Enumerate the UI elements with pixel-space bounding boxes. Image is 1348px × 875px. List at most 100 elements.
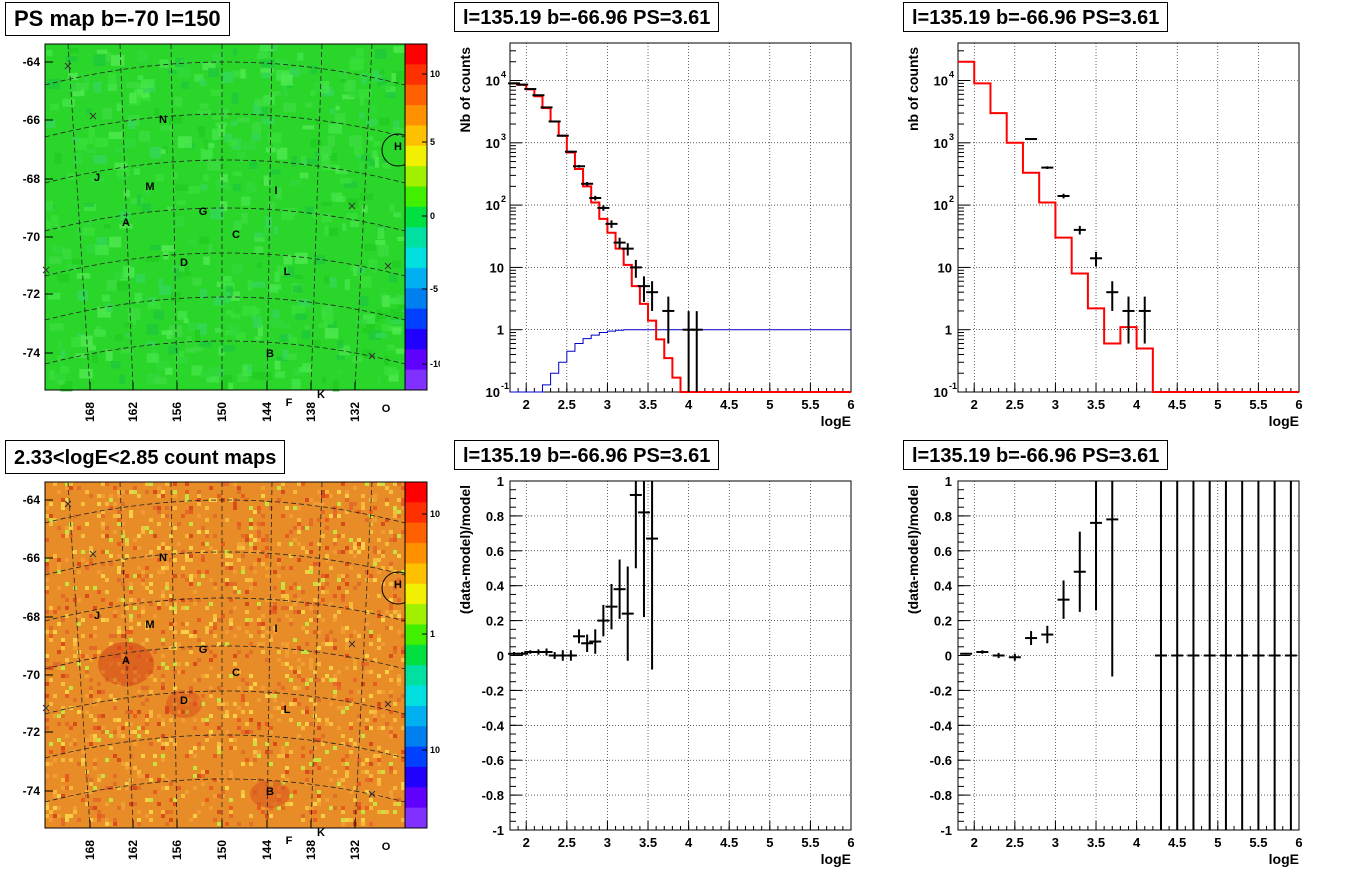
x-axis-label: logE	[821, 851, 851, 867]
y-axis-label: nb of counts	[905, 47, 921, 131]
y-tick-label: 10	[938, 260, 952, 275]
source-label-j: J	[94, 610, 100, 622]
y-tick-label: -0.8	[930, 788, 952, 803]
data-point	[629, 481, 642, 569]
map-y-tick-label: -74	[23, 784, 41, 798]
y-tick-label: 10	[486, 385, 500, 400]
source-label-f: F	[286, 397, 293, 409]
data-point	[540, 106, 553, 109]
ps-map-panel: N H J M I A G C D L B K F O -64 -66 -68 -70 -72 -74 168 162 15…	[23, 43, 440, 422]
y-tick-label: 1	[945, 474, 952, 489]
y-tick-exponent: 2	[949, 194, 954, 204]
y-tick-label: 1	[945, 323, 952, 338]
data-point	[597, 604, 610, 637]
data-point	[516, 83, 529, 86]
x-tick-label: 4	[1133, 397, 1141, 412]
source-label-l: L	[284, 704, 291, 716]
map-x-tick-label: 168	[83, 840, 97, 860]
efficiency-curve	[510, 329, 851, 393]
colorbar-frame	[404, 481, 428, 829]
data-point	[1057, 193, 1070, 199]
map-y-tick-label: -64	[23, 55, 41, 69]
x-marker	[384, 262, 392, 270]
y-tick-label: -0.6	[482, 753, 504, 768]
map-x-tick-label: 144	[260, 402, 274, 422]
count-map-title: 2.33<logE<2.85 count maps	[5, 440, 286, 474]
x-tick-label: 4.5	[720, 397, 738, 412]
ps-map-texture	[45, 44, 409, 392]
colorbar	[405, 482, 427, 829]
y-axis-label: (data-model)/model	[905, 485, 921, 614]
colorbar-tick-label: 5	[430, 137, 435, 147]
data-point	[1073, 531, 1086, 612]
y-tick-label: 10	[486, 198, 500, 213]
source-label-g: G	[199, 644, 208, 656]
y-tick-label: -0.4	[482, 718, 505, 733]
x-tick-label: 2	[971, 397, 978, 412]
y-tick-label: 0.2	[934, 614, 952, 629]
x-tick-label: 3	[604, 397, 611, 412]
y-axis-label: Nb of counts	[457, 47, 473, 133]
map-y-tick-label: -68	[23, 172, 41, 186]
x-marker	[368, 790, 376, 798]
x-marker	[348, 640, 356, 648]
data-point	[621, 566, 634, 661]
data-point	[564, 150, 577, 153]
y-tick-label: 0.8	[934, 509, 952, 524]
x-tick-label: 4.5	[720, 835, 738, 850]
map-x-tick-label: 138	[304, 402, 318, 422]
data-point	[682, 311, 695, 392]
data-point	[637, 276, 650, 302]
source-label-n: N	[159, 114, 167, 126]
x-tick-label: 4.5	[1168, 835, 1186, 850]
y-tick-label: 10	[486, 74, 500, 89]
data-point	[662, 296, 675, 344]
source-label-h: H	[394, 141, 402, 153]
source-label-j: J	[94, 172, 100, 184]
plot-frame	[509, 42, 852, 393]
chart-grid	[510, 43, 851, 392]
source-label-m: M	[145, 181, 154, 193]
y-tick-label: 0	[945, 649, 952, 664]
map-x-tick-label: 156	[170, 402, 184, 422]
colorbar-tick-label: 1	[430, 629, 435, 639]
source-label-k: K	[317, 389, 325, 401]
y-tick-label: 10	[934, 136, 948, 151]
residual-right-title: l=135.19 b=-66.96 PS=3.61	[903, 440, 1169, 470]
data-point	[540, 648, 553, 656]
source-label-i: I	[274, 185, 277, 197]
data-point	[976, 650, 989, 654]
map-y-tick-label: -74	[23, 346, 41, 360]
map-y-tick-label: -66	[23, 551, 41, 565]
y-axis-label: (data-model)/model	[457, 485, 473, 614]
x-tick-label: 2.5	[558, 835, 576, 850]
colorbar-tick-label: 10	[430, 745, 440, 755]
data-point	[613, 237, 626, 249]
data-point	[629, 259, 642, 278]
data-point	[960, 652, 973, 655]
x-marker	[42, 266, 50, 274]
y-tick-label: 10	[934, 385, 948, 400]
y-tick-label: 0	[497, 649, 504, 664]
data-point	[646, 481, 659, 670]
x-tick-label: 3.5	[1087, 397, 1105, 412]
x-tick-label: 5.5	[1249, 397, 1267, 412]
y-tick-label: 0.4	[486, 579, 505, 594]
y-tick-label: -0.2	[482, 683, 504, 698]
x-axis-label: logE	[1269, 851, 1299, 867]
data-point	[605, 583, 618, 630]
x-marker	[64, 62, 72, 70]
source-label-c: C	[232, 667, 240, 679]
x-tick-label: 2.5	[1006, 397, 1024, 412]
colorbar-frame	[404, 43, 428, 391]
y-tick-label: 0.4	[934, 579, 953, 594]
x-tick-label: 6	[1295, 835, 1302, 850]
map-y-tick-label: -66	[23, 113, 41, 127]
data-point	[1154, 481, 1167, 830]
x-marker	[64, 500, 72, 508]
x-tick-label: 6	[1295, 397, 1302, 412]
data-point	[605, 220, 618, 228]
